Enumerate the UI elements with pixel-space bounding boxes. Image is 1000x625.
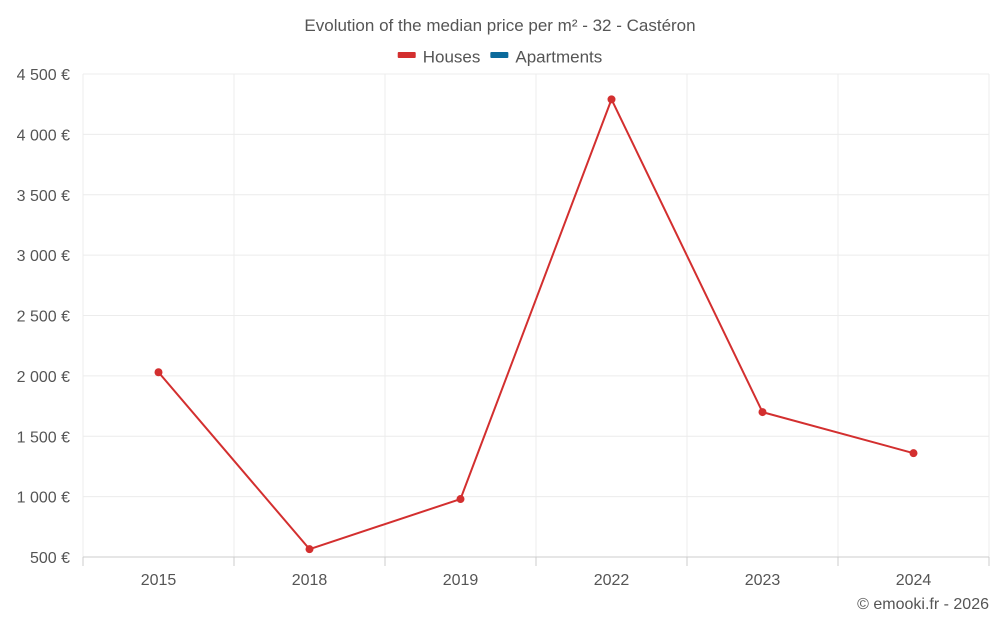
legend[interactable]: Houses Apartments [397, 47, 603, 66]
y-tick-label: 500 € [30, 550, 70, 567]
data-point[interactable] [456, 495, 465, 504]
x-tick-label: 2022 [594, 572, 630, 589]
x-tick-label: 2019 [443, 572, 479, 589]
y-tick-label: 3 500 € [17, 188, 70, 205]
legend-swatch [490, 52, 509, 58]
series-layer [154, 95, 918, 554]
legend-label: Houses [423, 47, 481, 66]
legend-item-houses[interactable]: Houses [397, 47, 481, 66]
legend-item-apartments[interactable]: Apartments [490, 47, 602, 66]
x-tick-label: 2015 [141, 572, 177, 589]
data-point[interactable] [607, 95, 616, 104]
y-tick-label: 1 000 € [17, 490, 70, 507]
x-axis: 2015 2018 2019 2022 2023 2024 [82, 556, 990, 589]
x-tick-label: 2023 [745, 572, 781, 589]
credit-text: © emooki.fr - 2026 [857, 596, 989, 613]
data-point[interactable] [758, 408, 767, 417]
series-line [157, 98, 914, 551]
data-point[interactable] [305, 545, 314, 554]
y-tick-label: 2 000 € [17, 369, 70, 386]
y-tick-label: 2 500 € [17, 309, 70, 326]
series-houses [154, 95, 918, 554]
chart-title: Evolution of the median price per m² - 3… [304, 16, 695, 35]
data-point[interactable] [154, 368, 163, 377]
data-point[interactable] [909, 449, 918, 458]
y-tick-label: 4 000 € [17, 127, 70, 144]
y-tick-label: 4 500 € [17, 67, 70, 84]
x-tick-label: 2024 [896, 572, 932, 589]
y-tick-label: 3 000 € [17, 248, 70, 265]
x-tick-label: 2018 [292, 572, 328, 589]
legend-label: Apartments [515, 47, 602, 66]
y-axis: 500 € 1 000 € 1 500 € 2 000 € 2 500 € 3 000 €… [17, 67, 70, 567]
legend-swatch [397, 52, 416, 58]
grid [82, 73, 990, 557]
y-tick-label: 1 500 € [17, 429, 70, 446]
